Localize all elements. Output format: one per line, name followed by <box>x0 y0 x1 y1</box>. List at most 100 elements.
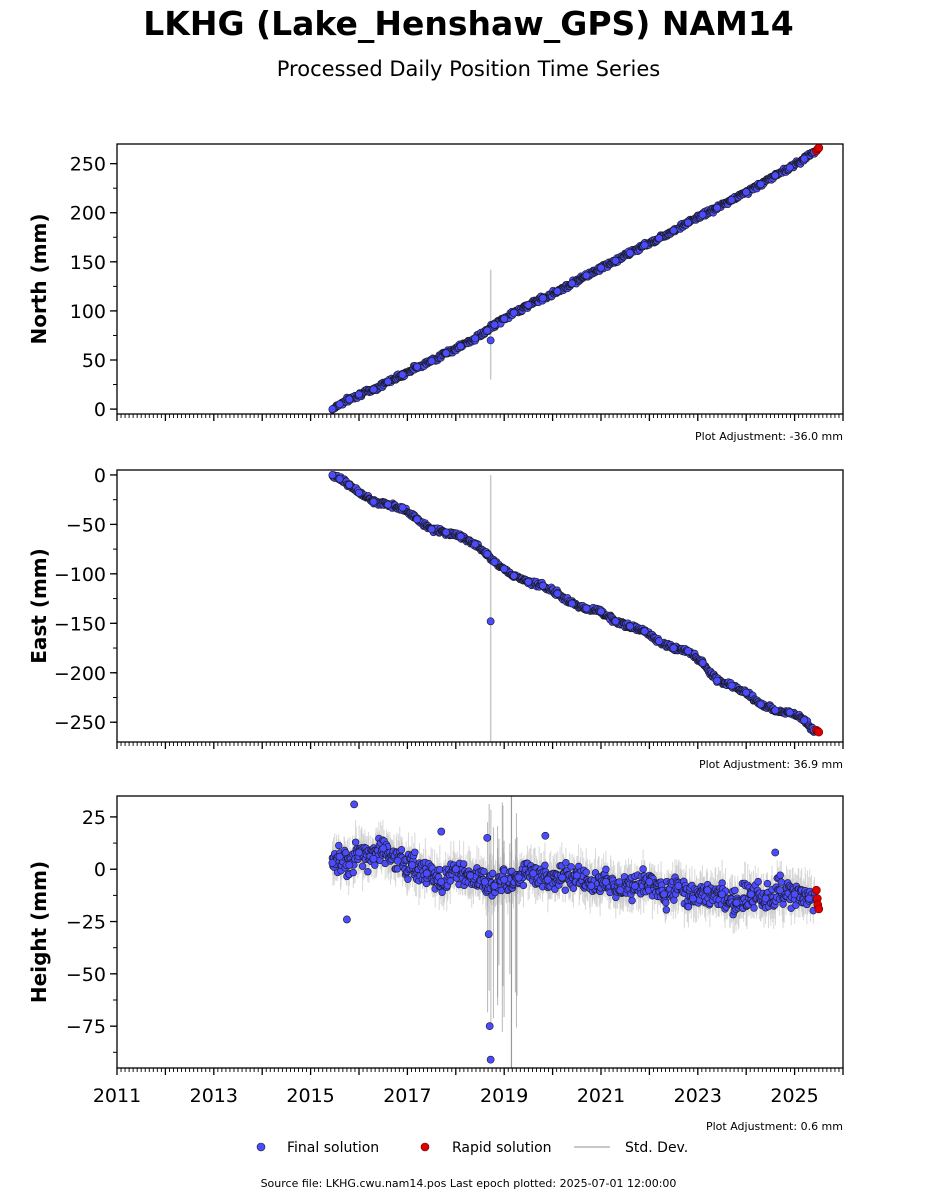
final-point <box>732 898 741 907</box>
panel-2: 0 −50 −100 −150 −200 −250 East (mm) Plot Adjust… <box>27 465 844 771</box>
final-point <box>742 688 751 697</box>
legend: Final solution Rapid solution Std. Dev. <box>256 1140 688 1156</box>
final-point <box>543 875 552 884</box>
final-point <box>369 854 378 863</box>
final-point <box>485 1022 494 1031</box>
chart-subtitle: Processed Daily Position Time Series <box>276 57 661 81</box>
final-point <box>408 861 417 869</box>
y-tick-label: 25 <box>82 807 106 829</box>
final-point <box>369 385 378 394</box>
source-footer: Source file: LKHG.cwu.nam14.pos Last epo… <box>260 1177 677 1190</box>
final-point <box>335 475 344 483</box>
x-tick-label: 2017 <box>383 1085 431 1107</box>
final-point <box>369 497 378 506</box>
final-point <box>393 856 402 865</box>
final-point <box>771 171 780 180</box>
final-point <box>335 400 344 409</box>
final-point <box>660 890 668 899</box>
y-tick-label: 0 <box>94 399 106 421</box>
final-point <box>524 577 533 586</box>
final-point <box>500 875 509 884</box>
final-point <box>747 890 755 899</box>
final-point <box>514 873 523 882</box>
y-tick-label: −250 <box>54 712 106 734</box>
final-point <box>500 314 509 323</box>
final-point <box>328 405 337 413</box>
x-tick-label: 2025 <box>770 1085 818 1107</box>
final-point <box>355 848 363 857</box>
plot-adjustment: Plot Adjustment: 0.6 mm <box>706 1120 843 1133</box>
final-point <box>601 877 610 886</box>
y-tick-label: 250 <box>70 154 106 176</box>
panel-3: 25 0 −25 −50 −75 2011 2013 2015 2017 2019 2021 2023… <box>27 795 844 1133</box>
y-axis-label: East (mm) <box>27 548 51 664</box>
final-point <box>553 589 562 598</box>
legend-final-label: Final solution <box>287 1140 379 1156</box>
final-point <box>776 886 784 895</box>
plot-adjustment: Plot Adjustment: 36.9 mm <box>699 758 843 771</box>
legend-rapid-marker <box>420 1142 430 1152</box>
final-point <box>572 871 581 880</box>
final-point <box>328 859 337 867</box>
final-point <box>568 279 576 288</box>
axes-frame <box>116 143 844 415</box>
y-tick-label: 150 <box>70 252 106 274</box>
rapid-point <box>814 904 824 914</box>
final-point <box>698 210 707 219</box>
final-point <box>413 362 421 371</box>
final-point <box>616 886 625 895</box>
final-point <box>698 658 707 667</box>
final-point <box>427 357 436 365</box>
final-point <box>490 558 499 566</box>
final-point <box>640 241 649 250</box>
final-point <box>684 647 693 655</box>
final-point <box>456 342 465 351</box>
final-point <box>437 827 446 836</box>
final-point <box>466 871 475 880</box>
x-tick-label: 2011 <box>93 1085 141 1107</box>
final-point <box>451 865 460 874</box>
rapid-point <box>814 727 824 737</box>
rapid-point <box>814 144 824 153</box>
final-point <box>582 271 591 280</box>
final-point <box>509 308 518 317</box>
y-tick-label: −200 <box>54 663 106 685</box>
final-point <box>597 263 605 272</box>
final-point <box>582 604 591 613</box>
y-tick-label: −50 <box>66 514 106 536</box>
final-point <box>398 370 407 379</box>
final-point <box>771 848 780 857</box>
final-point <box>483 833 492 842</box>
final-point <box>727 681 736 690</box>
final-point <box>486 617 495 626</box>
legend-std-label: Std. Dev. <box>625 1140 688 1156</box>
y-tick-label: 100 <box>70 301 106 323</box>
final-point <box>558 873 567 882</box>
y-tick-label: −75 <box>66 1016 106 1038</box>
legend-rapid-label: Rapid solution <box>452 1140 552 1156</box>
x-tick-label: 2021 <box>577 1085 625 1107</box>
final-point <box>669 644 678 652</box>
final-point <box>655 637 663 646</box>
final-point <box>597 607 605 616</box>
panel-1: 0 50 100 150 200 250 North (mm) Plot Adjustment… <box>27 143 844 443</box>
final-point <box>427 525 436 534</box>
final-point <box>630 882 639 890</box>
final-point <box>384 500 392 509</box>
final-point <box>785 163 794 172</box>
final-point <box>456 532 465 541</box>
final-point <box>756 180 765 189</box>
y-tick-label: −150 <box>54 613 106 635</box>
final-point <box>342 915 351 924</box>
final-point <box>611 256 620 265</box>
y-axis-label: North (mm) <box>27 213 51 344</box>
final-point <box>790 890 799 899</box>
final-point <box>703 886 712 895</box>
final-point <box>486 336 495 345</box>
final-point <box>626 249 634 257</box>
final-point <box>355 488 363 497</box>
final-point <box>541 831 550 840</box>
x-tick-label: 2019 <box>480 1085 528 1107</box>
final-point <box>480 877 489 886</box>
